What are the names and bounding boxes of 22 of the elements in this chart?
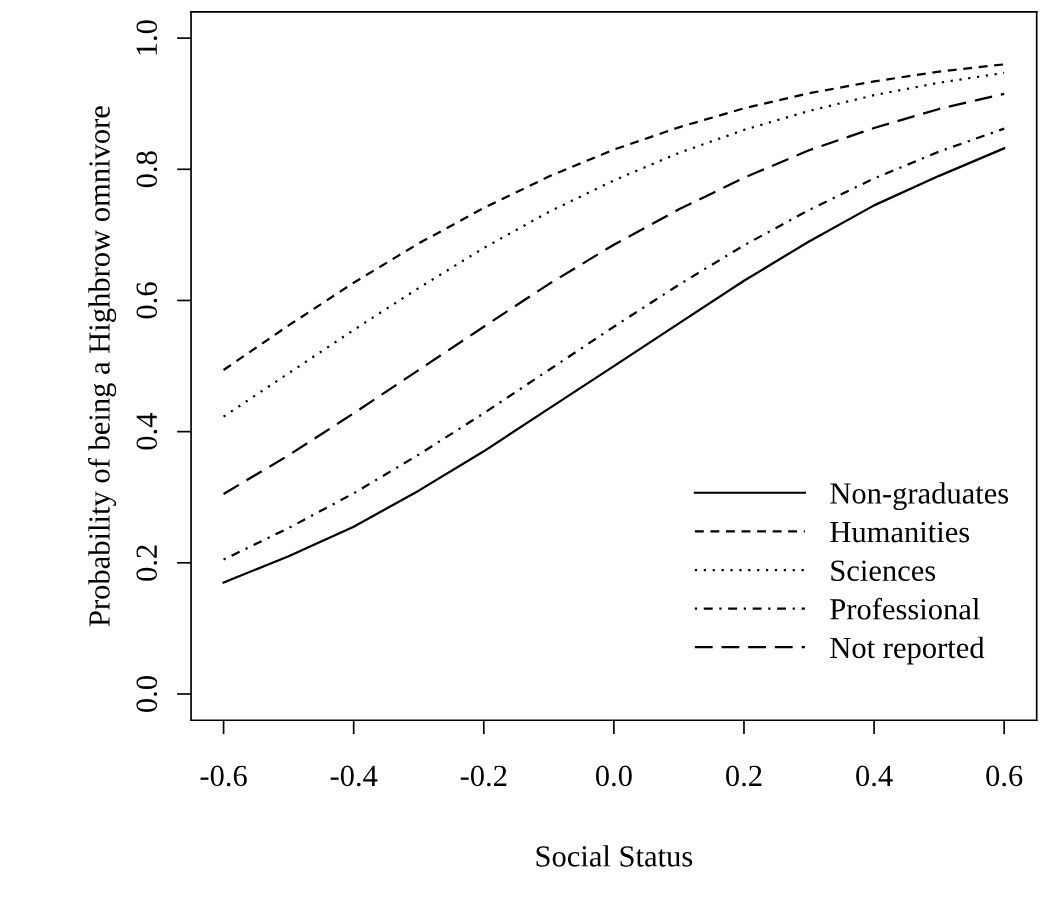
y-axis-title: Probability of being a Highbrow omnivore (88, 106, 117, 627)
y-tick-label: 0.2 (136, 545, 158, 581)
legend-label: Not reported (830, 636, 985, 665)
legend-label: Sciences (831, 560, 936, 582)
x-tick-label: 0.0 (595, 765, 632, 787)
line-series (222, 71, 1006, 418)
x-tick-label: 0.2 (726, 765, 762, 787)
legend-label: Professional (830, 597, 980, 620)
x-axis-title: Social Status (536, 845, 693, 867)
y-tick-label: 0.6 (136, 282, 158, 319)
x-tick-label: -0.4 (330, 765, 378, 787)
y-tick-label: 1.0 (136, 20, 158, 55)
x-tick-label: -0.6 (200, 765, 247, 787)
x-tick-label: 0.6 (986, 765, 1023, 787)
legend-label: Humanities (830, 521, 970, 543)
y-tick-label: 0.4 (136, 413, 158, 450)
line-series (222, 63, 1006, 372)
legend-label: Non-graduates (830, 482, 1009, 511)
y-tick-label: 0.0 (136, 676, 158, 712)
x-tick-label: 0.4 (856, 765, 893, 787)
y-tick-label: 0.8 (136, 151, 158, 188)
x-tick-label: -0.2 (460, 765, 507, 787)
